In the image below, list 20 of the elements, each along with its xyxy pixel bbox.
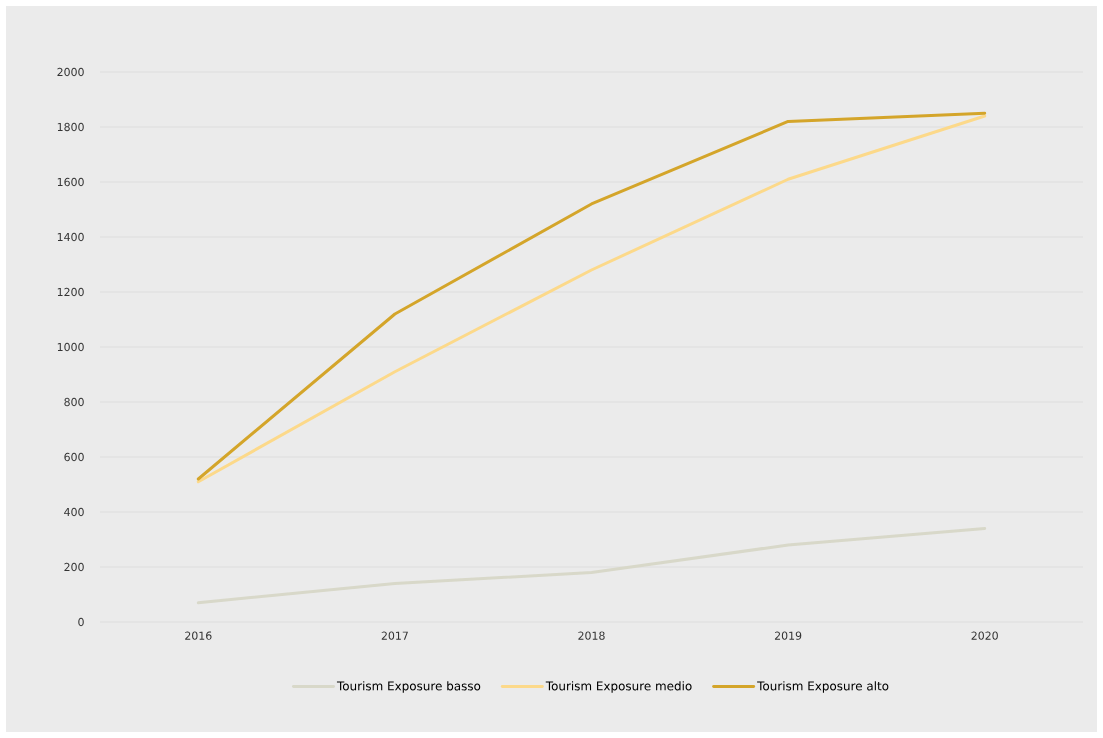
y-tick-label: 1000 (57, 342, 84, 352)
y-tick-label: 800 (64, 397, 84, 407)
legend-label: Tourism Exposure alto (757, 681, 889, 693)
line-series (196, 527, 987, 605)
x-tick-label: 2016 (185, 631, 212, 640)
legend-label: Tourism Exposure basso (336, 681, 481, 693)
x-tick-label: 2018 (578, 631, 605, 640)
y-tick-label: 2000 (57, 67, 84, 77)
legend-label: Tourism Exposure medio (545, 681, 692, 693)
y-tick-label: 1400 (57, 232, 84, 242)
y-tick-label: 600 (64, 452, 84, 462)
y-tick-label: 200 (64, 562, 84, 572)
y-tick-label: 400 (64, 507, 84, 517)
x-tick-label: 2020 (971, 631, 998, 640)
x-tick-label: 2017 (381, 631, 408, 640)
x-tick-label: 2019 (774, 631, 802, 640)
y-tick-label: 0 (78, 617, 84, 627)
y-tick-label: 1800 (57, 122, 84, 132)
y-tick-label: 1200 (57, 287, 84, 297)
y-tick-label: 1600 (57, 177, 84, 187)
